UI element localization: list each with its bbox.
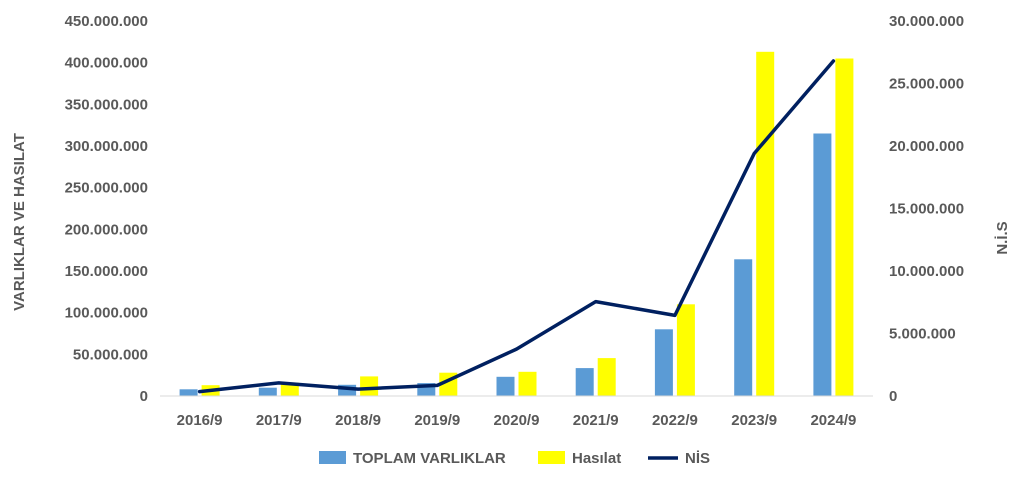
x-tick-label: 2018/9: [335, 412, 381, 429]
x-tick-label: 2023/9: [731, 412, 777, 429]
x-tick-label: 2021/9: [573, 412, 619, 429]
legend-label-nis: NİS: [685, 450, 710, 467]
y-right-axis-title: N.İ.S: [994, 221, 1011, 254]
y-right-tick-label: 20.000.000: [889, 138, 964, 155]
y-left-tick-label: 250.000.000: [65, 180, 148, 197]
y-left-axis-title: VARLIKLAR VE HASILAT: [11, 133, 28, 311]
legend-label-hasilat: Hasılat: [572, 450, 621, 467]
y-right-tick-label: 0: [889, 388, 897, 405]
bar-toplam-varliklar-2024-9: [813, 133, 832, 396]
legend-label-toplam-varliklar: TOPLAM VARLIKLAR: [353, 450, 506, 467]
y-left-tick-label: 50.000.000: [73, 346, 148, 363]
bar-hasilat-2017-9: [280, 382, 299, 396]
y-right-tick-label: 30.000.000: [889, 13, 964, 30]
bar-hasilat-2022-9: [676, 304, 695, 396]
bar-hasilat-2023-9: [756, 51, 775, 397]
legend-swatch-toplam-varliklar: [319, 451, 346, 464]
x-tick-label: 2024/9: [810, 412, 856, 429]
left-axis-ticks: 0 50.000.000 100.000.000 150.000.000 200.000…: [65, 13, 148, 405]
y-left-tick-label: 0: [140, 388, 148, 405]
legend: TOPLAM VARLIKLAR Hasılat NİS: [319, 450, 710, 467]
y-left-tick-label: 100.000.000: [65, 305, 148, 322]
bar-hasilat-2018-9: [360, 376, 379, 396]
y-right-tick-label: 5.000.000: [889, 326, 956, 343]
y-right-tick-label: 25.000.000: [889, 76, 964, 93]
y-left-tick-label: 450.000.000: [65, 13, 148, 30]
x-tick-label: 2016/9: [177, 412, 223, 429]
bars-layer: [179, 51, 854, 397]
x-tick-label: 2022/9: [652, 412, 698, 429]
bar-hasilat-2024-9: [835, 58, 854, 396]
bar-toplam-varliklar-2016-9: [179, 389, 198, 396]
bar-hasilat-2021-9: [597, 358, 616, 396]
bar-toplam-varliklar-2018-9: [338, 384, 357, 397]
x-tick-label: 2019/9: [414, 412, 460, 429]
x-tick-label: 2017/9: [256, 412, 302, 429]
right-axis-ticks: 0 5.000.000 10.000.000 15.000.000 20.000.000…: [889, 13, 964, 405]
x-axis-ticks: 2016/9 2017/9 2018/9 2019/9 2020/9 2021/9 2022…: [177, 412, 857, 429]
x-tick-label: 2020/9: [494, 412, 540, 429]
y-left-tick-label: 400.000.000: [65, 55, 148, 72]
bar-toplam-varliklar-2021-9: [575, 368, 594, 396]
bar-toplam-varliklar-2022-9: [654, 329, 673, 396]
y-right-tick-label: 10.000.000: [889, 263, 964, 280]
legend-swatch-hasilat: [538, 451, 565, 464]
bar-toplam-varliklar-2023-9: [734, 259, 753, 396]
line-series-nis: [197, 59, 836, 394]
bar-toplam-varliklar-2017-9: [258, 387, 277, 396]
bar-hasilat-2020-9: [518, 371, 537, 396]
bar-toplam-varliklar-2020-9: [496, 376, 515, 396]
line-layer: [197, 59, 836, 394]
y-left-tick-label: 200.000.000: [65, 221, 148, 238]
y-right-tick-label: 15.000.000: [889, 201, 964, 218]
y-left-tick-label: 350.000.000: [65, 96, 148, 113]
y-left-tick-label: 300.000.000: [65, 138, 148, 155]
y-left-tick-label: 150.000.000: [65, 263, 148, 280]
